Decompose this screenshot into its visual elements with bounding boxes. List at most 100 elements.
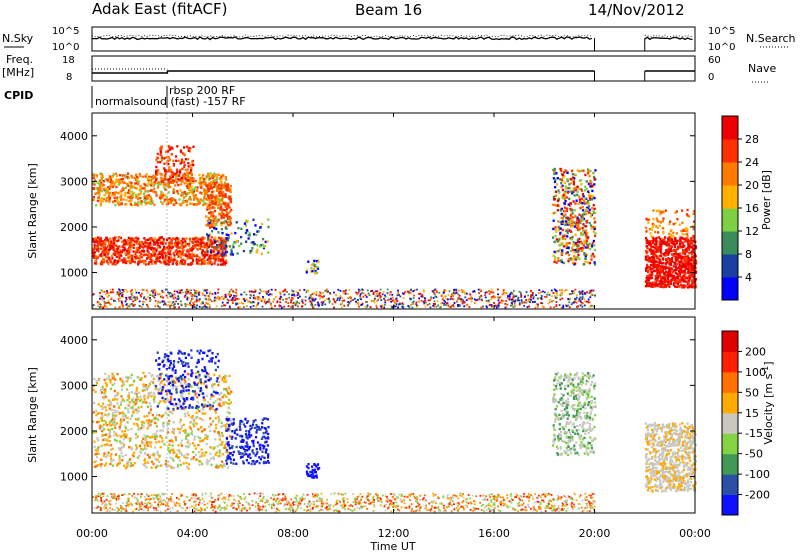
echo-pixel bbox=[222, 435, 224, 437]
echo-pixel bbox=[507, 297, 509, 299]
echo-pixel bbox=[567, 247, 569, 249]
echo-pixel bbox=[96, 174, 98, 176]
echo-pixel bbox=[373, 300, 375, 302]
echo-pixel bbox=[245, 232, 247, 234]
echo-pixel bbox=[218, 237, 220, 239]
echo-pixel bbox=[169, 242, 171, 244]
echo-pixel bbox=[226, 189, 228, 191]
echo-pixel bbox=[451, 294, 453, 296]
echo-pixel bbox=[243, 306, 245, 308]
echo-pixel bbox=[151, 247, 153, 249]
colorbar-swatch bbox=[722, 185, 738, 209]
echo-pixel bbox=[193, 289, 195, 291]
echo-pixel bbox=[157, 246, 159, 248]
echo-pixel bbox=[182, 254, 184, 256]
echo-pixel bbox=[277, 300, 279, 302]
echo-pixel bbox=[365, 306, 367, 308]
echo-pixel bbox=[109, 192, 111, 194]
echo-pixel bbox=[186, 257, 188, 259]
noise-series bbox=[92, 35, 693, 51]
echo-pixel bbox=[212, 215, 214, 217]
echo-pixel bbox=[546, 296, 548, 298]
echo-pixel bbox=[582, 290, 584, 292]
echo-pixel bbox=[182, 259, 184, 261]
echo-pixel bbox=[582, 296, 584, 298]
echo-pixel bbox=[671, 274, 673, 276]
nsky-label: N.Sky bbox=[2, 32, 34, 45]
echo-pixel bbox=[581, 198, 583, 200]
echo-pixel bbox=[579, 207, 581, 209]
echo-pixel bbox=[593, 255, 595, 257]
echo-pixel bbox=[458, 290, 460, 292]
echo-pixel bbox=[129, 196, 131, 198]
echo-pixel bbox=[660, 245, 662, 247]
echo-pixel bbox=[144, 190, 146, 192]
echo-pixel bbox=[262, 238, 264, 240]
echo-pixel bbox=[681, 256, 683, 258]
echo-pixel bbox=[179, 460, 181, 462]
echo-pixel bbox=[673, 243, 675, 245]
echo-pixel bbox=[183, 249, 185, 251]
echo-pixel bbox=[180, 204, 182, 206]
echo-pixel bbox=[673, 235, 675, 237]
echo-pixel bbox=[262, 306, 264, 308]
echo-pixel bbox=[131, 255, 133, 257]
echo-pixel bbox=[561, 253, 563, 255]
echo-pixel bbox=[488, 300, 490, 302]
echo-pixel bbox=[112, 237, 114, 239]
echo-pixel bbox=[205, 193, 207, 195]
echo-pixel bbox=[524, 296, 526, 298]
echo-pixel bbox=[118, 204, 120, 206]
echo-pixel bbox=[182, 160, 184, 162]
echo-pixel bbox=[337, 297, 339, 299]
echo-pixel bbox=[657, 250, 659, 252]
echo-pixel bbox=[93, 304, 95, 306]
echo-pixel bbox=[532, 292, 534, 294]
echo-pixel bbox=[116, 197, 118, 199]
echo-pixel bbox=[170, 296, 172, 298]
freq-label: Freq. bbox=[6, 53, 33, 66]
echo-pixel bbox=[577, 217, 579, 219]
echo-pixel bbox=[180, 194, 182, 196]
power-panel-bg bbox=[92, 113, 695, 309]
echo-pixel bbox=[460, 300, 462, 302]
echo-pixel bbox=[657, 276, 659, 278]
echo-pixel bbox=[648, 266, 650, 268]
echo-pixel bbox=[184, 262, 186, 264]
echo-pixel bbox=[676, 248, 678, 250]
echo-pixel bbox=[497, 293, 499, 295]
echo-pixel bbox=[434, 301, 436, 303]
echo-pixel bbox=[281, 307, 283, 309]
echo-pixel bbox=[129, 181, 131, 183]
echo-pixel bbox=[521, 301, 523, 303]
echo-pixel bbox=[591, 290, 593, 292]
echo-pixel bbox=[148, 177, 150, 179]
echo-pixel bbox=[258, 299, 260, 301]
echo-pixel bbox=[671, 259, 673, 261]
echo-pixel bbox=[141, 377, 143, 379]
echo-pixel bbox=[184, 173, 186, 175]
echo-pixel bbox=[585, 293, 587, 295]
echo-pixel bbox=[129, 248, 131, 250]
echo-pixel bbox=[379, 292, 381, 294]
echo-pixel bbox=[250, 295, 252, 297]
echo-pixel bbox=[168, 166, 170, 168]
echo-pixel bbox=[670, 229, 672, 231]
echo-pixel bbox=[585, 225, 587, 227]
echo-pixel bbox=[409, 291, 411, 293]
echo-pixel bbox=[320, 292, 322, 294]
echo-pixel bbox=[468, 298, 470, 300]
echo-pixel bbox=[192, 164, 194, 166]
echo-pixel bbox=[584, 174, 586, 176]
echo-pixel bbox=[101, 463, 103, 465]
echo-pixel bbox=[580, 292, 582, 294]
echo-pixel bbox=[572, 262, 574, 264]
echo-pixel bbox=[196, 189, 198, 191]
echo-pixel bbox=[413, 295, 415, 297]
echo-pixel bbox=[268, 301, 270, 303]
echo-pixel bbox=[557, 294, 559, 296]
echo-pixel bbox=[665, 254, 667, 256]
echo-pixel bbox=[283, 306, 285, 308]
echo-pixel bbox=[322, 292, 324, 294]
echo-pixel bbox=[581, 306, 583, 308]
